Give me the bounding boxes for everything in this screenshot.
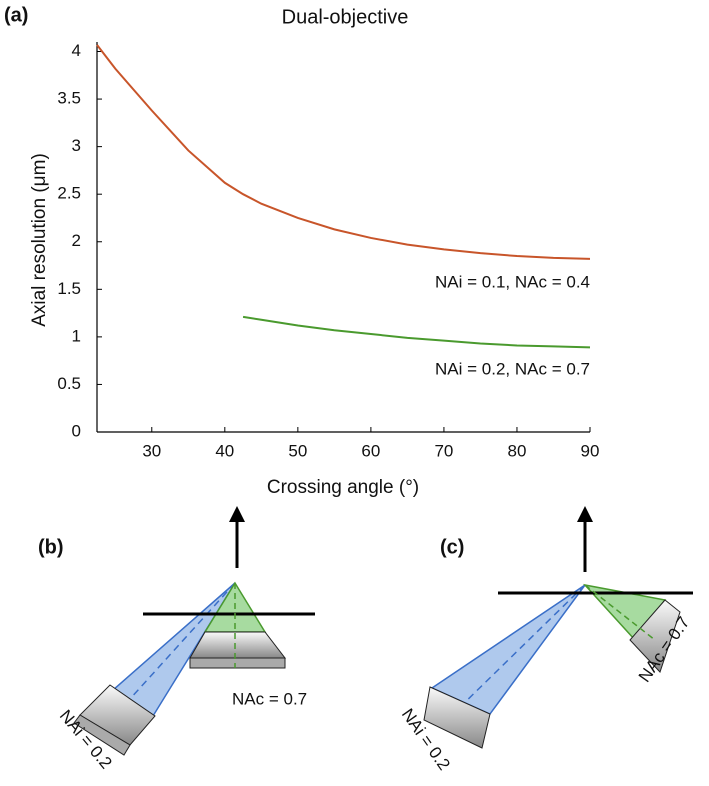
y-tick-label: 1 — [72, 326, 81, 345]
y-tick-label: 4 — [72, 41, 81, 60]
objective — [73, 714, 131, 756]
x-tick-label: 50 — [288, 441, 307, 460]
x-tick-label: 80 — [508, 441, 527, 460]
x-tick-label: 60 — [361, 441, 380, 460]
x-axis-label: Crossing angle (°) — [267, 477, 419, 498]
axes: 0 0.5 1 1.5 2 2.5 3 3.5 4 30 40 50 60 70 80 90 — [57, 41, 599, 460]
annotation: NAi = 0.1, NAc = 0.4 — [435, 272, 590, 291]
y-tick-label: 0.5 — [57, 374, 81, 393]
y-tick-label: 3 — [72, 136, 81, 155]
y-tick-label: 0 — [72, 421, 81, 440]
x-tick-label: 70 — [434, 441, 453, 460]
chart-title: Dual-objective — [282, 6, 409, 28]
y-tick-label: 1.5 — [57, 279, 81, 298]
arrow-head — [229, 506, 245, 522]
objective — [423, 686, 491, 749]
x-tick-label: 40 — [215, 441, 234, 460]
x-tick-label: 30 — [142, 441, 161, 460]
y-tick-label: 2.5 — [57, 184, 81, 203]
axis-line — [119, 582, 236, 711]
blue-cone — [430, 584, 586, 715]
axis-line — [454, 584, 586, 713]
objective — [629, 599, 681, 673]
panel-label: (c) — [440, 536, 464, 558]
objective — [189, 631, 287, 659]
y-axis-label: Axial resolution (μm) — [29, 153, 50, 327]
arrow-head — [577, 506, 593, 522]
series-line — [96, 44, 591, 260]
panel-label: (b) — [38, 536, 64, 558]
axis-line — [584, 584, 656, 641]
annotation: NAi = 0.2, NAc = 0.7 — [435, 359, 590, 378]
objective — [189, 657, 286, 669]
series-line — [242, 315, 591, 349]
panel-label: (a) — [4, 4, 28, 26]
nac-label: NAc = 0.7 — [232, 689, 307, 708]
y-tick-label: 2 — [72, 231, 81, 250]
x-tick-label: 90 — [581, 441, 600, 460]
y-tick-label: 3.5 — [57, 89, 81, 108]
